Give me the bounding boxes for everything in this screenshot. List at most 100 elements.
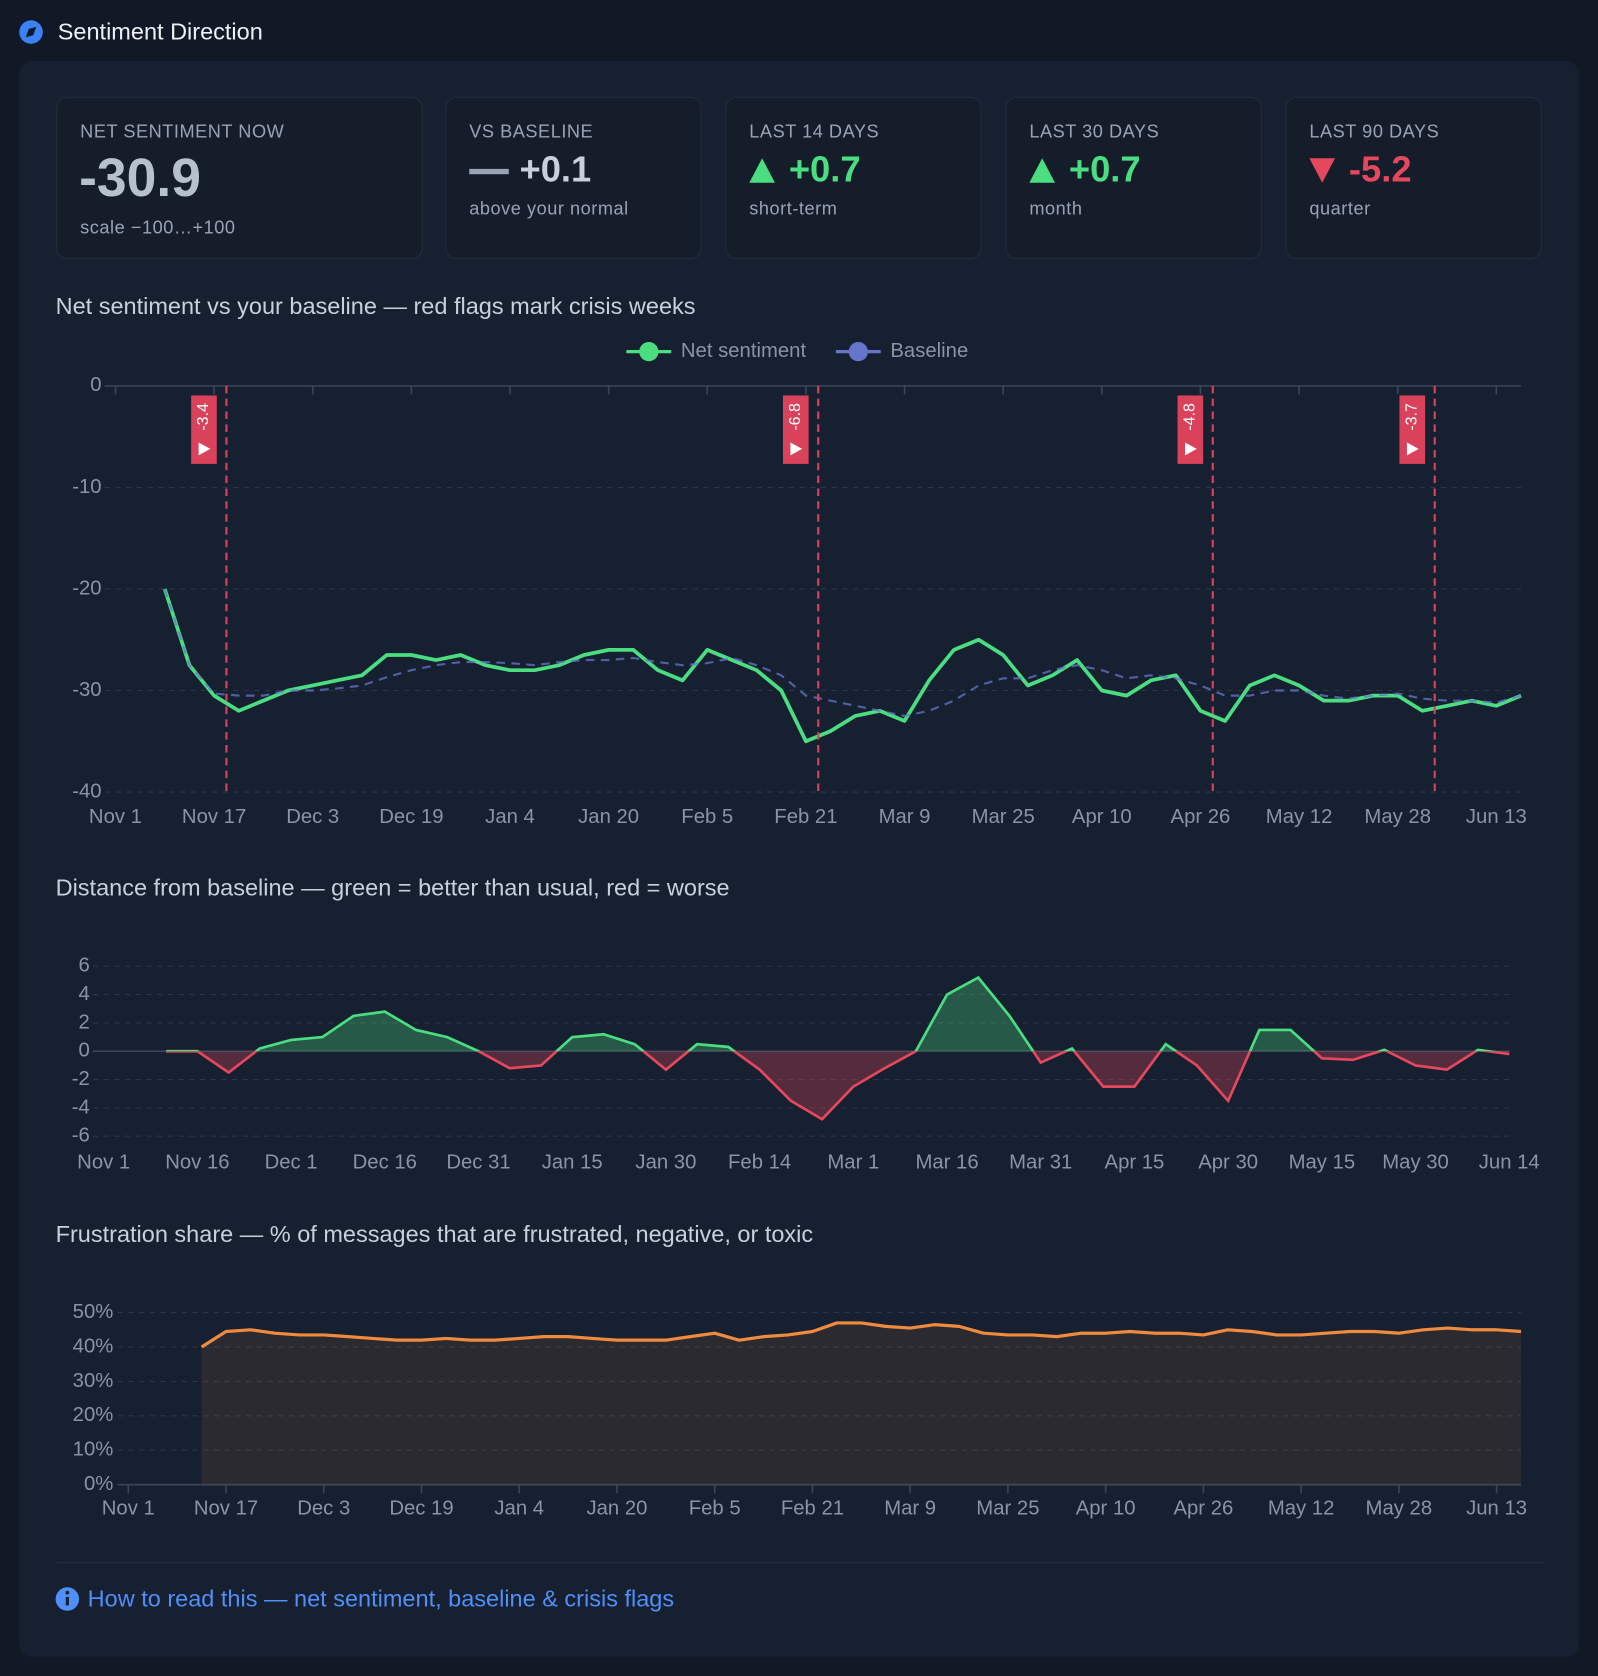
x-tick-label: Mar 16 (915, 1151, 978, 1173)
chart-title: Net sentiment vs your baseline — red fla… (56, 293, 696, 319)
x-tick-label: Jun 14 (1479, 1151, 1540, 1173)
kpi-label: LAST 90 DAYS (1309, 121, 1439, 141)
y-tick-label: -30 (72, 679, 101, 701)
x-tick-label: Feb 21 (781, 1498, 844, 1520)
kpi-note: above your normal (469, 198, 628, 218)
kpi-label: LAST 30 DAYS (1029, 121, 1159, 141)
x-tick-label: Nov 17 (194, 1498, 258, 1520)
kpi-note: short-term (749, 198, 837, 218)
x-tick-label: Dec 19 (389, 1498, 453, 1520)
x-tick-label: Mar 25 (972, 806, 1035, 828)
x-tick-label: Apr 26 (1173, 1498, 1233, 1520)
x-tick-label: Jun 13 (1466, 1498, 1527, 1520)
chart: Distance from baseline — green = better … (56, 875, 1540, 1174)
x-tick-label: May 28 (1366, 1498, 1433, 1520)
crisis-flag (191, 395, 217, 464)
chart-title: Frustration share — % of messages that a… (56, 1221, 814, 1247)
flag-label: -4.8 (1181, 403, 1199, 431)
x-tick-label: May 15 (1289, 1151, 1356, 1173)
legend-label: Baseline (890, 340, 968, 362)
kpi-note: scale −100…+100 (80, 218, 235, 238)
x-tick-label: Mar 1 (827, 1151, 879, 1173)
x-tick-label: Apr 30 (1198, 1151, 1258, 1173)
x-tick-label: Dec 3 (286, 806, 339, 828)
kpi-cards: NET SENTIMENT NOW -30.9 scale −100…+100 VS … (56, 96, 1542, 260)
trend-icon (1309, 158, 1336, 183)
kpi-card (1005, 96, 1262, 260)
positive-area (166, 977, 1510, 1052)
chart: Net sentiment vs your baseline — red fla… (56, 293, 1527, 828)
x-tick-label: Jan 4 (485, 806, 535, 828)
series-line (162, 588, 1522, 744)
x-tick-label: Mar 25 (976, 1498, 1039, 1520)
x-tick-label: Dec 16 (353, 1151, 417, 1173)
compass-needle (25, 26, 37, 38)
x-tick-label: Dec 19 (379, 806, 443, 828)
x-tick-label: Nov 17 (182, 806, 246, 828)
y-tick-label: 6 (79, 955, 90, 977)
kpi-value: +0.7 (1069, 149, 1141, 190)
x-tick-label: Feb 5 (689, 1498, 741, 1520)
positive-line (166, 975, 1499, 1052)
x-tick-label: Jan 4 (494, 1498, 544, 1520)
y-tick-label: 0% (84, 1473, 113, 1495)
legend-marker (639, 342, 659, 362)
x-tick-label: Jan 20 (578, 806, 639, 828)
kpi-value: +0.7 (789, 149, 861, 190)
y-tick-label: 0 (90, 374, 101, 396)
crisis-flag (1177, 395, 1204, 464)
y-tick-label: -4 (72, 1096, 90, 1118)
x-tick-label: Feb 21 (774, 806, 837, 828)
negative-area (166, 1051, 1510, 1120)
y-tick-label: 10% (73, 1439, 114, 1461)
kpi-label: NET SENTIMENT NOW (80, 121, 284, 141)
flag-arrow (198, 442, 211, 456)
x-tick-label: Dec 1 (265, 1151, 318, 1173)
y-tick-label: 0 (79, 1040, 90, 1062)
flag-label: -3.7 (1403, 403, 1421, 431)
x-tick-label: Feb 5 (681, 806, 733, 828)
info-icon-dot (65, 1590, 70, 1595)
x-tick-label: May 30 (1382, 1151, 1449, 1173)
x-tick-label: Nov 1 (77, 1151, 130, 1173)
flag-arrow (1184, 442, 1197, 456)
kpi-card (725, 96, 982, 260)
x-tick-label: Apr 15 (1105, 1151, 1165, 1173)
kpi-value: +0.1 (519, 149, 591, 190)
flag-label: -3.4 (194, 403, 212, 431)
series-line (163, 588, 1522, 718)
y-tick-label: -20 (72, 577, 101, 599)
crisis-flag (1399, 395, 1426, 464)
x-tick-label: Nov 1 (102, 1498, 155, 1520)
header-title: Sentiment Direction (58, 18, 263, 44)
y-tick-label: 2 (79, 1011, 90, 1033)
kpi-value: -30.9 (79, 149, 201, 208)
kpi-label: VS BASELINE (469, 121, 593, 141)
x-tick-label: Nov 16 (165, 1151, 229, 1173)
trend-icon (469, 168, 509, 175)
area-line (200, 1321, 1522, 1349)
flag-arrow (1406, 442, 1419, 456)
kpi-label: LAST 14 DAYS (749, 121, 879, 141)
y-tick-label: -40 (72, 780, 101, 802)
chart: Frustration share — % of messages that a… (56, 1221, 1527, 1520)
y-tick-label: 30% (73, 1370, 114, 1392)
legend-label: Net sentiment (681, 340, 807, 362)
kpi-card (56, 96, 423, 260)
help-link[interactable]: How to read this — net sentiment, baseli… (88, 1585, 674, 1611)
x-tick-label: Jan 20 (586, 1498, 647, 1520)
x-tick-label: Jun 13 (1466, 806, 1527, 828)
kpi-card (445, 96, 702, 260)
x-tick-label: Apr 26 (1171, 806, 1231, 828)
chart-title: Distance from baseline — green = better … (56, 875, 730, 901)
crisis-flag (782, 395, 809, 464)
x-tick-label: Dec 3 (297, 1498, 350, 1520)
x-tick-label: Apr 10 (1072, 806, 1132, 828)
flag-label: -6.8 (786, 403, 804, 431)
kpi-note: month (1029, 198, 1082, 218)
x-tick-label: Dec 31 (446, 1151, 510, 1173)
y-tick-label: -2 (72, 1068, 90, 1090)
x-tick-label: Jan 30 (635, 1151, 696, 1173)
x-tick-label: Mar 31 (1009, 1151, 1072, 1173)
